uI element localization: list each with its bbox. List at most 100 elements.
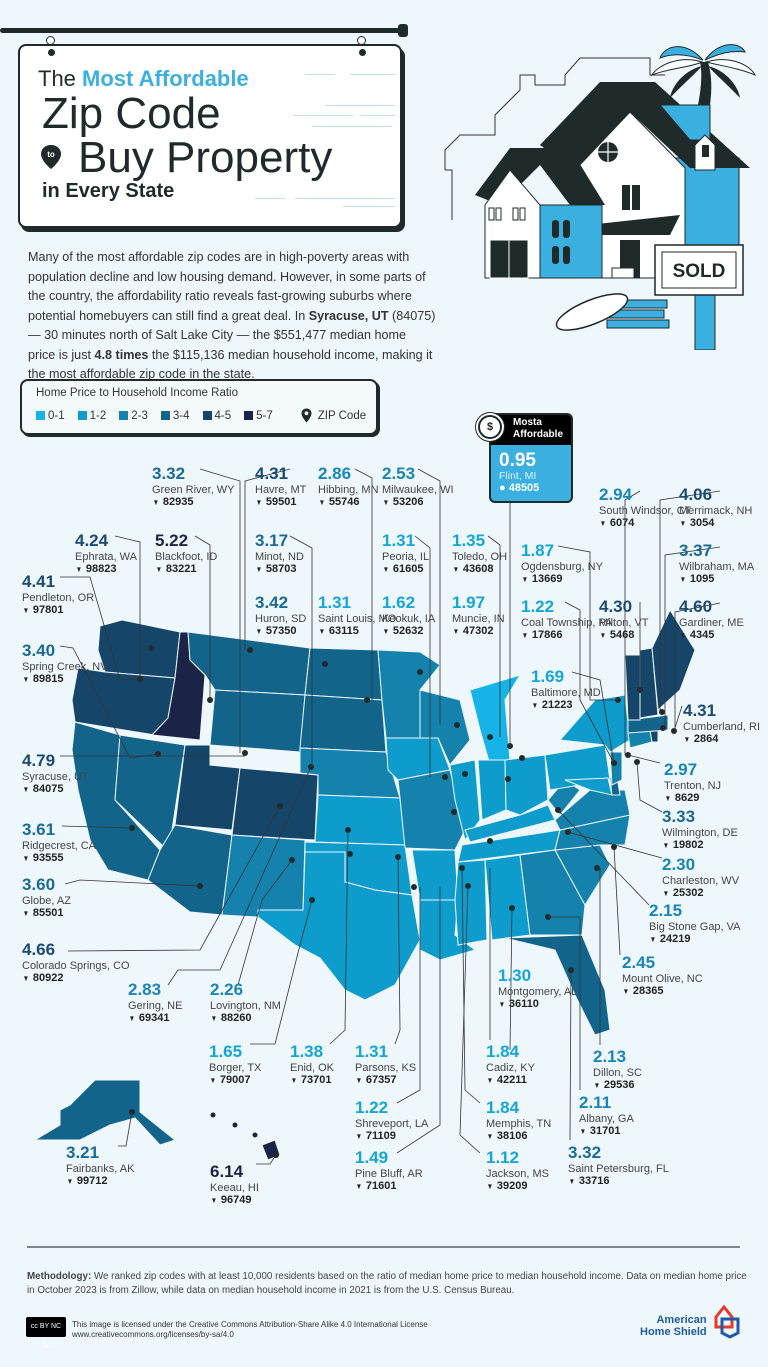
ratio-value: 1.22 bbox=[521, 597, 555, 616]
ratio-value: 1.84 bbox=[486, 1042, 520, 1061]
zip-code: 98823 bbox=[75, 563, 137, 576]
ratio-value: 2.30 bbox=[662, 855, 696, 874]
zip-code: 5468 bbox=[599, 629, 649, 642]
state-CO bbox=[231, 767, 319, 841]
title-line3: Buy Property bbox=[78, 133, 333, 182]
zip-code: 29536 bbox=[593, 1079, 642, 1092]
ratio-value: 2.94 bbox=[599, 485, 633, 504]
ratio-value: 4.60 bbox=[679, 597, 713, 616]
american-home-shield-logo: American Home Shield bbox=[640, 1314, 707, 1338]
zip-code: 28365 bbox=[622, 985, 703, 998]
legend-bin-4-5: 4-5 bbox=[202, 410, 231, 422]
zip-code: 83221 bbox=[155, 563, 217, 576]
zip-code: 59501 bbox=[255, 496, 306, 509]
state-WY bbox=[209, 689, 306, 753]
location-pin-icon bbox=[301, 408, 312, 423]
intro-paragraph: Many of the most affordable zip codes ar… bbox=[28, 250, 436, 381]
city-name: Jackson, MS bbox=[486, 1167, 549, 1180]
license-link[interactable]: www.creativecommons.org/licenses/by-sa/4… bbox=[72, 1330, 234, 1339]
city-name: Ephrata, WA bbox=[75, 550, 137, 563]
zip-code: 19802 bbox=[662, 839, 738, 852]
city-name: Gardiner, ME bbox=[679, 616, 744, 629]
ratio-value: 4.24 bbox=[75, 531, 109, 550]
zip-code: 58703 bbox=[255, 563, 304, 576]
zip-code: 4345 bbox=[679, 629, 744, 642]
zip-code: 85501 bbox=[22, 907, 71, 920]
leader-lines bbox=[59, 468, 721, 1165]
ratio-value: 3.42 bbox=[255, 593, 289, 612]
sign-bolt-left bbox=[48, 49, 55, 56]
zip-code: 71601 bbox=[355, 1180, 423, 1193]
ratio-value: 1.22 bbox=[355, 1098, 389, 1117]
city-name: Wilmington, DE bbox=[662, 826, 738, 839]
city-name: Syracuse, UT bbox=[22, 770, 89, 783]
house-illustration: SOLD bbox=[444, 44, 757, 350]
state-UT bbox=[174, 744, 241, 831]
zip-code: 21223 bbox=[531, 699, 601, 712]
city-name: Pine Bluff, AR bbox=[355, 1167, 423, 1180]
city-name: Lovington, NM bbox=[210, 999, 281, 1012]
state-MS bbox=[454, 859, 488, 946]
most-affordable-city: Flint, MI bbox=[499, 470, 537, 482]
ratio-value: 1.31 bbox=[382, 531, 416, 550]
zip-code: 80922 bbox=[22, 972, 130, 985]
ratio-value: 1.84 bbox=[486, 1098, 520, 1117]
city-name: Baltimore, MD bbox=[531, 686, 601, 699]
location-pin-icon: to bbox=[41, 145, 61, 169]
ratio-value: 3.40 bbox=[22, 641, 56, 660]
sign-bolt-right bbox=[359, 49, 366, 56]
zip-code: 63115 bbox=[318, 625, 396, 638]
title-line2: Zip Code bbox=[42, 89, 221, 138]
city-name: South Windsor, CT bbox=[599, 504, 692, 517]
state-VT bbox=[624, 654, 641, 721]
state-RI bbox=[649, 729, 659, 743]
city-name: Borger, TX bbox=[209, 1061, 262, 1074]
city-name: Blackfoot, ID bbox=[155, 550, 218, 563]
zip-code: 43608 bbox=[452, 563, 507, 576]
city-name: Colorado Springs, CO bbox=[22, 959, 130, 972]
zip-code: 99712 bbox=[66, 1175, 134, 1188]
state-AR bbox=[411, 849, 459, 901]
city-name: Hibbing, MN bbox=[318, 483, 379, 496]
ratio-value: 4.30 bbox=[599, 597, 633, 616]
zip-code: 52632 bbox=[382, 625, 435, 638]
ratio-value: 1.31 bbox=[318, 593, 352, 612]
city-name: Big Stone Gap, VA bbox=[649, 920, 741, 933]
legend-bin-5-7: 5-7 bbox=[244, 410, 273, 422]
zip-code: 89815 bbox=[22, 673, 108, 686]
state-MT bbox=[187, 631, 311, 696]
svg-text:SOLD: SOLD bbox=[673, 261, 726, 282]
city-name: Keeau, HI bbox=[210, 1181, 259, 1194]
ratio-value: 2.26 bbox=[210, 980, 244, 999]
footer-divider bbox=[27, 1246, 740, 1248]
zip-code: 61605 bbox=[382, 563, 429, 576]
ratio-value: 3.61 bbox=[22, 820, 56, 839]
zip-code: 24219 bbox=[649, 933, 741, 946]
state-NJ bbox=[609, 751, 623, 786]
ratio-value: 4.79 bbox=[22, 751, 56, 770]
ratio-value: 2.15 bbox=[649, 901, 683, 920]
sign-rod-end bbox=[398, 24, 408, 37]
city-name: Toledo, OH bbox=[452, 550, 508, 563]
most-affordable-zip: ● 48505 bbox=[499, 482, 540, 494]
ratio-value: 5.22 bbox=[155, 531, 189, 550]
city-name: Mount Olive, NC bbox=[622, 972, 703, 985]
ratio-value: 4.31 bbox=[683, 701, 717, 720]
legend-bin-3-4: 3-4 bbox=[160, 410, 190, 422]
ratio-value: 6.14 bbox=[210, 1162, 244, 1181]
